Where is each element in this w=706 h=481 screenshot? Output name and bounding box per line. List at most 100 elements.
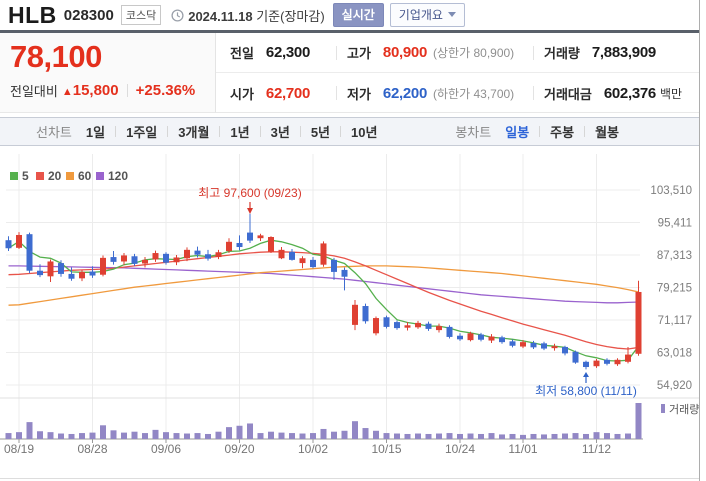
upper-limit: (상한가 80,900) (433, 46, 515, 60)
price-panel: 78,100 전일대비 ▲15,800 +25.36% (0, 33, 216, 113)
open-label: 시가 (230, 86, 254, 102)
divider (299, 126, 301, 137)
svg-text:95,411: 95,411 (658, 218, 692, 230)
svg-text:11/12: 11/12 (582, 442, 611, 456)
tab-monthly-candle[interactable]: 월봉 (595, 125, 619, 140)
low-label: 저가 (347, 86, 371, 102)
change-value: ▲15,800 (62, 82, 119, 99)
svg-text:103,510: 103,510 (650, 185, 692, 197)
volume-value: 7,883,909 (591, 44, 656, 61)
candle-chart-label: 봉차트 (455, 125, 492, 140)
prev-close-value: 62,300 (265, 44, 311, 61)
tab-1year[interactable]: 1년 (230, 125, 250, 140)
high-cell: 고가 80,900 (상한가 80,900) (337, 43, 533, 62)
stock-name: HLB (8, 1, 57, 28)
divider (336, 86, 337, 100)
svg-text:20: 20 (48, 169, 62, 183)
svg-text:10/02: 10/02 (298, 442, 328, 456)
price-change-row: 전일대비 ▲15,800 +25.36% (10, 81, 215, 100)
divider (167, 126, 169, 137)
svg-text:60: 60 (78, 169, 92, 183)
low-cell: 저가 62,200 (하한가 43,700) (337, 84, 533, 103)
divider (539, 126, 541, 137)
high-label: 고가 (347, 46, 371, 61)
tab-10year[interactable]: 10년 (351, 125, 378, 140)
tab-5year[interactable]: 5년 (310, 125, 331, 140)
date-suffix: 기준(장마감) (256, 8, 325, 24)
stats-row-1: 전일 62,300 고가 80,900 (상한가 80,900) 거래량 7,8… (216, 33, 699, 73)
svg-text:10/15: 10/15 (371, 442, 401, 456)
line-chart-label: 선차트 (36, 125, 72, 140)
divider (533, 45, 534, 60)
svg-text:08/19: 08/19 (4, 442, 34, 456)
stock-code: 028300 (63, 6, 114, 24)
lower-limit: (하한가 43,700) (433, 86, 515, 101)
chart-toolbar: 선차트 1일 1주일 3개월 1년 3년 5년 10년 봉차트 일봉 주봉 월봉 (0, 117, 699, 146)
svg-text:5: 5 (22, 169, 29, 183)
tab-1week[interactable]: 1주일 (126, 125, 158, 140)
divider (336, 45, 337, 60)
open-value: 62,700 (265, 84, 311, 102)
high-value: 80,900 (382, 44, 428, 61)
prev-close-cell: 전일 62,300 (230, 43, 336, 62)
up-arrow-icon: ▲ (61, 86, 73, 98)
svg-text:10/24: 10/24 (445, 442, 475, 456)
svg-text:거래량: 거래량 (669, 403, 699, 416)
volume-label: 거래량 (544, 46, 580, 61)
svg-text:87,313: 87,313 (657, 250, 692, 262)
tab-1day[interactable]: 1일 (85, 125, 106, 140)
svg-text:최저 58,800 (11/11): 최저 58,800 (11/11) (535, 384, 637, 398)
volume-cell: 거래량 7,883,909 (534, 43, 656, 62)
svg-text:79,215: 79,215 (657, 283, 692, 295)
divider (126, 84, 128, 97)
clock-icon (171, 8, 184, 22)
trade-value-label: 거래대금 (544, 86, 592, 102)
company-overview-label: 기업개요 (398, 8, 443, 22)
svg-text:11/01: 11/01 (508, 442, 537, 456)
current-price: 78,100 (10, 39, 102, 74)
line-chart-group: 선차트 1일 1주일 3개월 1년 3년 5년 10년 (36, 122, 377, 141)
chart-canvas: 103,510 95,411 87,313 79,215 71,117 63,018 54,… (0, 154, 699, 456)
svg-text:71,117: 71,117 (658, 315, 692, 327)
low-value: 62,200 (382, 84, 428, 102)
svg-text:09/06: 09/06 (151, 442, 181, 456)
tab-3year[interactable]: 3년 (270, 125, 290, 140)
chevron-down-icon (447, 12, 456, 17)
stats-panel: 전일 62,300 고가 80,900 (상한가 80,900) 거래량 7,8… (216, 33, 699, 113)
tab-weekly-candle[interactable]: 주봉 (550, 125, 575, 140)
divider (533, 86, 534, 100)
svg-text:63,018: 63,018 (657, 348, 692, 360)
company-overview-button[interactable]: 기업개요 (389, 3, 465, 27)
trade-value: 602,376 (603, 84, 656, 102)
change-amount: 15,800 (72, 82, 119, 99)
svg-text:최고 97,600 (09/23): 최고 97,600 (09/23) (198, 186, 301, 200)
window-right-border (699, 0, 700, 481)
market-badge: 코스닥 (120, 5, 162, 25)
divider (340, 126, 342, 137)
candle-chart-group: 봉차트 일봉 주봉 월봉 (455, 122, 619, 141)
svg-text:09/20: 09/20 (224, 442, 254, 456)
page-bottom-border (0, 478, 699, 479)
change-label: 전일대비 (10, 84, 58, 99)
trade-value-cell: 거래대금 602,376 백만 (534, 84, 682, 103)
divider (584, 126, 586, 137)
header: HLB 028300 코스닥 2024.11.18 기준(장마감) 실시간 기업… (8, 0, 465, 30)
trade-value-unit: 백만 (659, 86, 683, 101)
open-cell: 시가 62,700 (230, 84, 336, 103)
svg-text:54,920: 54,920 (657, 380, 692, 392)
svg-text:120: 120 (108, 169, 128, 183)
svg-text:08/28: 08/28 (77, 442, 107, 456)
realtime-button[interactable]: 실시간 (332, 3, 384, 27)
header-divider (0, 30, 699, 33)
divider (115, 126, 117, 137)
tab-daily-candle[interactable]: 일봉 (505, 125, 530, 140)
divider (259, 126, 261, 137)
candlestick-volume-chart: 103,510 95,411 87,313 79,215 71,117 63,018 54,… (0, 146, 706, 481)
stats-row-2: 시가 62,700 저가 62,200 (하한가 43,700) 거래대금 60… (216, 73, 699, 113)
prev-close-label: 전일 (230, 46, 254, 61)
date-value: 2024.11.18 (188, 8, 253, 24)
tab-3month[interactable]: 3개월 (178, 125, 210, 140)
reference-date: 2024.11.18 기준(장마감) (188, 6, 324, 25)
divider (219, 126, 221, 137)
